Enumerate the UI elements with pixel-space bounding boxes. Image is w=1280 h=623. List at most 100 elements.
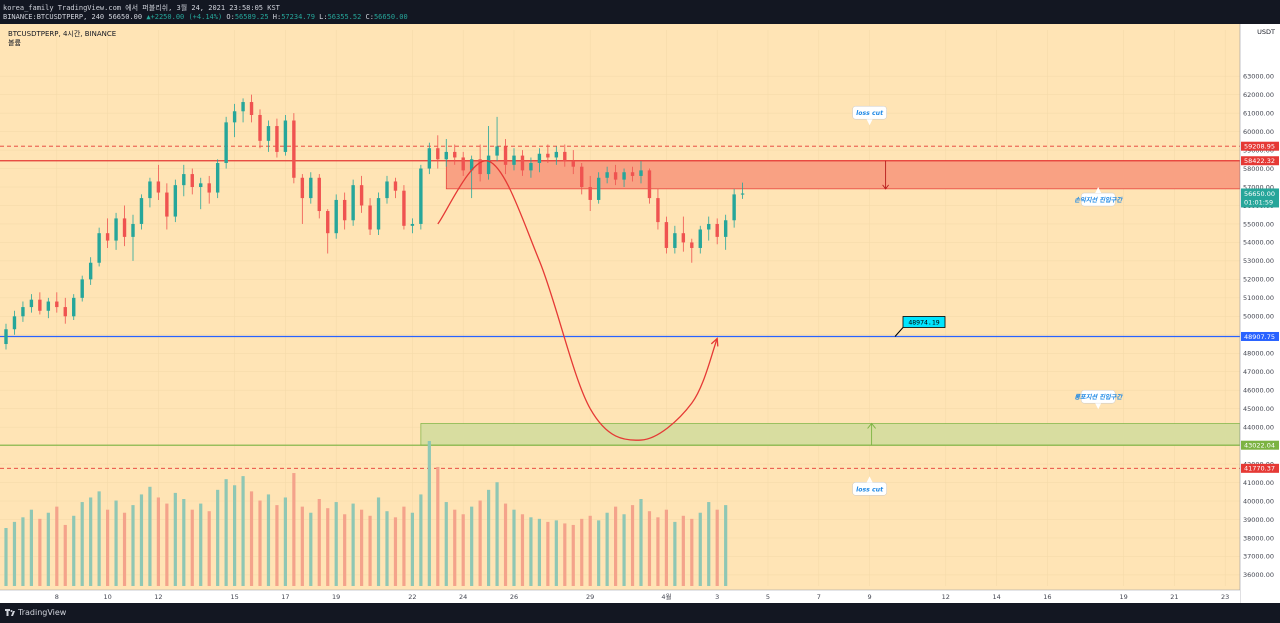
volume-bar xyxy=(207,511,211,586)
volume-bar xyxy=(470,506,474,586)
volume-bar xyxy=(503,503,508,586)
volume-bar xyxy=(182,499,186,586)
volume-bar xyxy=(436,466,440,586)
volume-bar xyxy=(106,509,110,586)
candle-body xyxy=(613,172,618,180)
volume-bar xyxy=(266,494,271,586)
volume-bar xyxy=(698,512,702,586)
time-tick-label: 21 xyxy=(1170,593,1178,601)
last-price-tag xyxy=(1241,188,1279,208)
candle-body xyxy=(529,162,533,171)
candle-body xyxy=(588,187,592,200)
candle-body xyxy=(139,198,144,224)
legend-title: BTCUSDTPERP, 4시간, BINANCE xyxy=(8,29,116,38)
time-axis[interactable]: 8 10 12 15 17 19 22 24 26 29 4월 3 5 7 9 12 14 16 19 21 23 xyxy=(0,589,1240,603)
price-tick-label: 52000.00 xyxy=(1243,276,1274,284)
volume-bar xyxy=(461,514,465,586)
candle-body xyxy=(537,153,542,163)
volume-bar xyxy=(29,509,33,586)
volume-bar xyxy=(715,509,719,586)
footer: TradingView xyxy=(0,603,1280,623)
time-tick-label: 24 xyxy=(459,593,467,601)
candle-body xyxy=(114,218,118,241)
volume-bar xyxy=(190,509,194,586)
time-tick-label: 29 xyxy=(586,593,594,601)
price-tick-label: 58000.00 xyxy=(1243,165,1274,173)
volume-bar xyxy=(402,506,406,586)
volume-bar xyxy=(512,509,516,586)
candle-body xyxy=(165,192,169,217)
candle-body xyxy=(249,102,254,115)
volume-bar xyxy=(46,512,50,586)
price-change: +2250.00 (+4.14%) xyxy=(150,13,223,21)
candle-body xyxy=(309,177,313,199)
price-chart[interactable]: loss cut 손익지선 진입구간 48974.19 롱포지션 진입구간 loss c… xyxy=(0,24,1280,603)
price-tick-label: 55000.00 xyxy=(1243,220,1274,228)
volume-bar xyxy=(300,506,304,586)
volume-label: 볼륨 xyxy=(8,38,21,47)
time-tick-label: 14 xyxy=(992,593,1000,601)
volume-bar xyxy=(249,491,254,586)
time-tick-label: 19 xyxy=(1119,593,1127,601)
callout-text: loss cut xyxy=(856,109,884,117)
volume-bar xyxy=(131,505,135,586)
tradingview-logo-icon[interactable] xyxy=(5,608,15,618)
volume-bar xyxy=(410,512,414,586)
price-tick-label: 50000.00 xyxy=(1243,313,1274,321)
price-tick-label: 48000.00 xyxy=(1243,350,1274,358)
price-tick-label: 37000.00 xyxy=(1243,553,1274,561)
price-tick-label: 41000.00 xyxy=(1243,479,1274,487)
callout-text: 롱포지션 진입구간 xyxy=(1074,393,1123,401)
candle-body xyxy=(88,262,93,280)
price-tag-label: 59208.95 xyxy=(1244,143,1275,151)
candle-body xyxy=(503,146,508,165)
candle-body xyxy=(148,181,152,199)
volume-bar xyxy=(173,492,177,586)
candle-body xyxy=(351,185,355,221)
volume-bar xyxy=(148,486,152,586)
price-axis-background xyxy=(1240,24,1280,603)
candle-body xyxy=(224,122,228,163)
volume-bar xyxy=(165,503,169,586)
volume-bar xyxy=(427,441,431,586)
volume-bar xyxy=(368,515,372,586)
volume-bar xyxy=(275,505,279,586)
price-axis[interactable]: USDT 36000.00 37000.00 38000.00 39000.00 4000… xyxy=(1239,24,1280,603)
candle-body xyxy=(580,166,584,188)
volume-bar xyxy=(537,518,541,586)
candle-body xyxy=(38,299,42,311)
volume-bar xyxy=(724,505,728,586)
price-tick-label: 53000.00 xyxy=(1243,257,1274,265)
time-tick-label: 15 xyxy=(230,593,238,601)
candle-body xyxy=(461,157,465,171)
callout-tail xyxy=(866,119,873,126)
ohlc-bar: BINANCE:BTCUSDTPERP, 240 56650.00 ▲+2250… xyxy=(3,13,408,21)
time-tick-label: 12 xyxy=(154,593,162,601)
projection-path xyxy=(437,160,719,441)
volume-bar xyxy=(351,503,355,586)
time-tick-label: 8 xyxy=(55,593,59,601)
candle-body xyxy=(571,161,575,167)
candle-body xyxy=(258,114,262,141)
price-tag-label: 41770.37 xyxy=(1244,465,1275,473)
volume-bar xyxy=(156,497,160,586)
volume-bar xyxy=(122,512,127,586)
projection-arrowhead xyxy=(710,337,719,347)
candle-body xyxy=(469,159,474,171)
price-tick-label: 46000.00 xyxy=(1243,386,1274,394)
volume-bar xyxy=(89,497,93,586)
volume-bar xyxy=(21,517,25,586)
volume-bar xyxy=(80,502,84,586)
volume-bar xyxy=(487,489,491,586)
callout-tail xyxy=(1095,187,1102,194)
volume-bars xyxy=(4,441,728,586)
volume-bar xyxy=(241,476,245,586)
candle-body xyxy=(376,198,381,230)
volume-bar xyxy=(4,528,8,586)
volume-bar xyxy=(343,514,347,586)
volume-bar xyxy=(597,520,601,586)
candles xyxy=(4,94,745,350)
candle-body xyxy=(131,223,135,237)
candle-body xyxy=(690,242,694,248)
ohlc-close-label: C: xyxy=(365,13,374,21)
